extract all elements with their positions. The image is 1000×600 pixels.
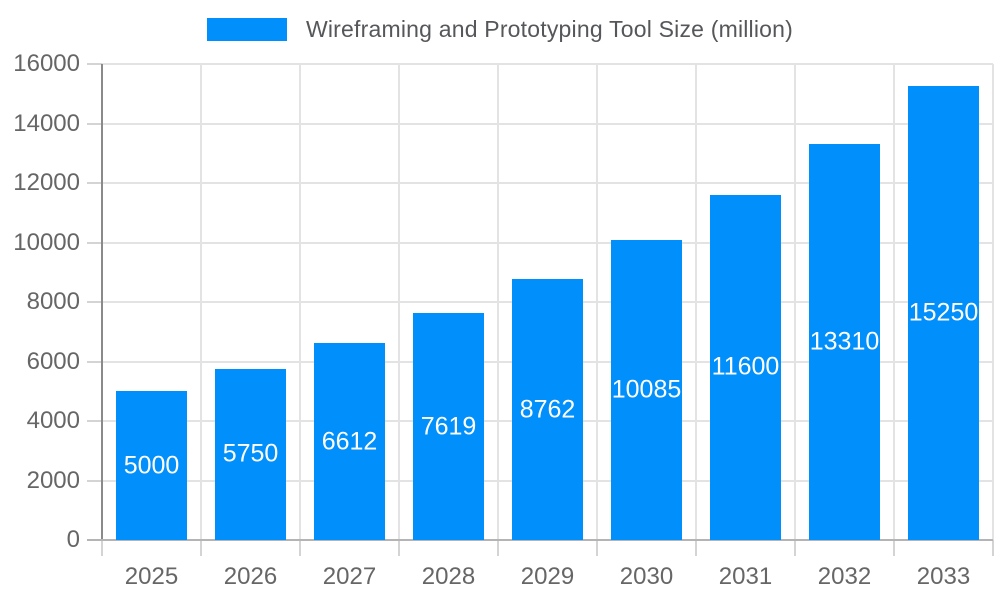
legend-item-series-1[interactable]: Wireframing and Prototyping Tool Size (m…	[206, 16, 794, 43]
y-axis-label: 16000	[13, 50, 80, 77]
y-axis-label: 0	[66, 526, 80, 553]
x-axis-label-2030: 2030	[619, 563, 674, 590]
bar-2027[interactable]	[314, 343, 385, 540]
x-gridline	[398, 64, 400, 540]
x-axis-label-2028: 2028	[421, 563, 476, 590]
legend-label: Wireframing and Prototyping Tool Size (m…	[305, 16, 794, 42]
x-gridline	[299, 64, 301, 540]
bar-value-label: 8762	[519, 395, 576, 424]
bar-value-label: 5000	[123, 451, 180, 480]
y-axis-tick	[87, 122, 102, 125]
y-gridline	[102, 182, 993, 184]
y-gridline	[102, 241, 993, 244]
legend: Wireframing and Prototyping Tool Size (m…	[0, 16, 1000, 43]
x-axis-tick	[101, 540, 103, 556]
x-axis-label-2025: 2025	[124, 563, 179, 590]
y-gridline	[102, 63, 993, 65]
bar-value-label: 11600	[711, 352, 780, 381]
y-axis-label: 12000	[13, 169, 80, 196]
x-axis-label-2031: 2031	[718, 563, 773, 590]
bar-2032[interactable]	[809, 144, 880, 540]
x-gridline	[992, 64, 994, 540]
bar-2026[interactable]	[215, 368, 286, 540]
x-axis-tick	[398, 540, 400, 556]
x-gridline	[497, 64, 499, 540]
x-gridline	[695, 64, 697, 540]
x-axis-label-2033: 2033	[916, 563, 971, 590]
x-axis-tick	[497, 540, 499, 556]
y-axis-tick	[87, 479, 102, 482]
bar-2029[interactable]	[512, 279, 583, 540]
y-axis-tick	[87, 182, 102, 184]
x-gridline	[794, 64, 796, 540]
x-axis-tick	[200, 540, 202, 556]
y-axis-label: 2000	[26, 466, 80, 494]
bar-value-label: 6612	[321, 427, 378, 456]
y-axis-tick	[87, 241, 102, 244]
x-axis-label-2027: 2027	[322, 563, 377, 590]
x-axis-tick	[596, 540, 598, 556]
bar-2033[interactable]	[908, 86, 979, 540]
y-axis-label: 4000	[26, 407, 80, 434]
bar-value-label: 7619	[420, 412, 477, 441]
x-axis-tick	[893, 540, 895, 556]
bar-value-label: 10085	[611, 375, 682, 404]
bar-value-label: 15250	[908, 298, 979, 327]
x-axis-tick	[299, 540, 301, 556]
x-axis-tick	[992, 540, 994, 556]
legend-swatch-icon	[206, 18, 287, 41]
bar-2031[interactable]	[710, 194, 781, 540]
y-axis-label: 6000	[26, 347, 80, 375]
x-axis-label-2026: 2026	[223, 563, 278, 590]
bar-2025[interactable]	[116, 391, 187, 540]
x-axis-tick	[695, 540, 697, 556]
x-axis-label-2032: 2032	[817, 563, 872, 590]
x-gridline	[893, 64, 895, 540]
y-axis-tick	[87, 420, 102, 422]
y-axis-tick	[87, 360, 102, 363]
y-axis-line	[101, 64, 103, 540]
y-axis-label: 14000	[13, 109, 80, 137]
y-axis-label: 8000	[26, 288, 80, 315]
y-gridline	[102, 122, 993, 125]
bar-2028[interactable]	[413, 313, 484, 540]
bar-value-label: 13310	[809, 327, 880, 356]
bar-2030[interactable]	[611, 239, 682, 540]
x-axis-line	[87, 539, 993, 541]
x-gridline	[596, 64, 598, 540]
y-axis-label: 10000	[13, 228, 80, 256]
x-axis-label-2029: 2029	[520, 563, 575, 590]
x-axis-tick	[794, 540, 796, 556]
y-axis-tick	[87, 63, 102, 65]
x-gridline	[200, 64, 202, 540]
y-axis-tick	[87, 301, 102, 303]
bar-value-label: 5750	[222, 439, 279, 468]
